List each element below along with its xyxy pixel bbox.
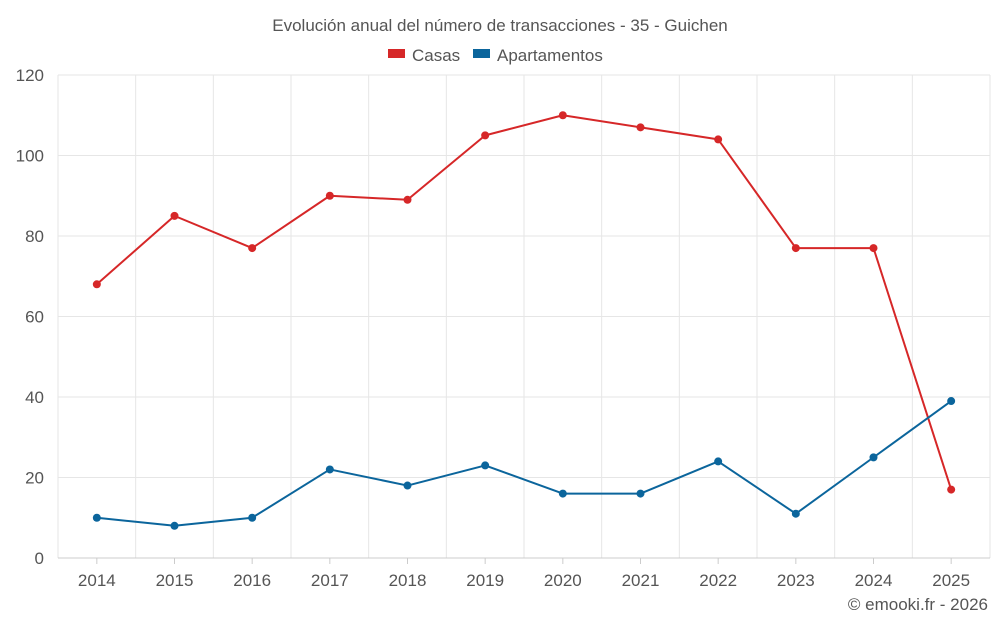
legend: Casas Apartamentos [388, 46, 603, 65]
data-point-apartamentos[interactable] [170, 521, 179, 530]
data-point-apartamentos[interactable] [869, 453, 878, 462]
data-point-casas[interactable] [714, 135, 723, 144]
series [92, 111, 956, 530]
data-point-casas[interactable] [947, 485, 956, 494]
data-point-apartamentos[interactable] [791, 509, 800, 518]
y-tick-label: 40 [25, 388, 44, 407]
data-point-apartamentos[interactable] [558, 489, 567, 498]
data-point-apartamentos[interactable] [714, 457, 723, 466]
y-tick-label: 100 [16, 147, 44, 166]
data-point-casas[interactable] [869, 244, 878, 253]
data-point-apartamentos[interactable] [947, 397, 956, 406]
x-tick-label: 2015 [156, 571, 194, 590]
x-tick-label: 2023 [777, 571, 815, 590]
grid [57, 74, 991, 559]
x-tick-label: 2014 [78, 571, 116, 590]
data-point-casas[interactable] [170, 211, 179, 220]
data-point-casas[interactable] [403, 195, 412, 204]
data-point-apartamentos[interactable] [92, 513, 101, 522]
x-axis-ticks: 2014 2015 2016 2017 2018 2019 2020 2021 2022 2023… [78, 558, 970, 590]
chart-title: Evolución anual del número de transaccio… [272, 16, 728, 35]
y-tick-label: 0 [35, 549, 44, 568]
x-tick-label: 2018 [389, 571, 427, 590]
x-tick-label: 2019 [466, 571, 504, 590]
y-tick-label: 80 [25, 227, 44, 246]
data-point-casas[interactable] [636, 123, 645, 132]
legend-label-casas[interactable]: Casas [412, 46, 460, 65]
x-tick-label: 2022 [699, 571, 737, 590]
data-point-casas[interactable] [248, 244, 257, 253]
series-line-casas [96, 114, 953, 490]
legend-swatch-casas [388, 49, 405, 58]
x-tick-label: 2025 [932, 571, 970, 590]
data-point-apartamentos[interactable] [325, 465, 334, 474]
data-point-casas[interactable] [92, 280, 101, 289]
data-point-casas[interactable] [325, 191, 334, 200]
x-tick-label: 2021 [622, 571, 660, 590]
data-point-casas[interactable] [481, 131, 490, 140]
x-tick-label: 2017 [311, 571, 349, 590]
data-point-apartamentos[interactable] [248, 513, 257, 522]
data-point-apartamentos[interactable] [636, 489, 645, 498]
data-point-apartamentos[interactable] [403, 481, 412, 490]
y-tick-label: 20 [25, 469, 44, 488]
data-point-apartamentos[interactable] [481, 461, 490, 470]
y-axis-ticks: 0 20 40 60 80 100 120 [16, 66, 44, 568]
y-tick-label: 60 [25, 308, 44, 327]
legend-swatch-apartamentos [473, 49, 490, 58]
legend-label-apartamentos[interactable]: Apartamentos [497, 46, 603, 65]
series-line-apartamentos [96, 400, 952, 527]
y-tick-label: 120 [16, 66, 44, 85]
credit-text: © emooki.fr - 2026 [848, 595, 988, 614]
data-point-casas[interactable] [791, 244, 800, 253]
x-tick-label: 2016 [233, 571, 271, 590]
x-tick-label: 2024 [855, 571, 893, 590]
data-point-casas[interactable] [558, 111, 567, 120]
x-tick-label: 2020 [544, 571, 582, 590]
